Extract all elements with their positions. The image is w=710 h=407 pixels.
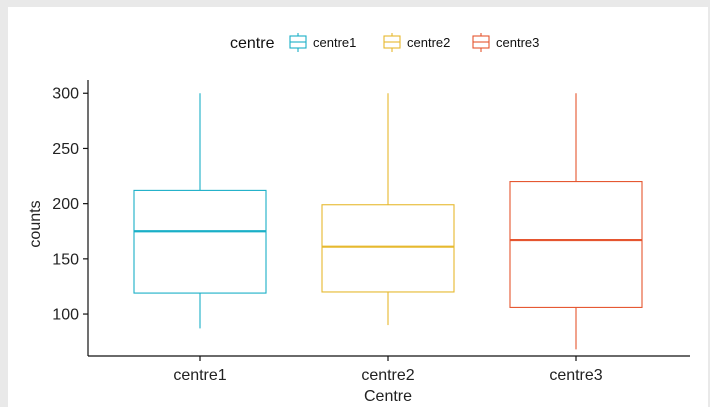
box-centre2 <box>321 93 455 326</box>
x-tick-label: centre1 <box>173 367 226 384</box>
legend-item-centre1: centre1 <box>289 33 356 52</box>
y-tick-label: 200 <box>52 196 79 213</box>
box-centre3 <box>509 93 643 350</box>
legend-label: centre3 <box>496 35 539 50</box>
box-iqr <box>133 189 267 294</box>
boxplot-chart: centre centre1 centre2 centre3 100 150 200 25… <box>27 33 690 405</box>
legend-item-centre3: centre3 <box>472 33 539 52</box>
x-tick-label: centre2 <box>361 367 414 384</box>
legend: centre centre1 centre2 centre3 <box>230 33 539 52</box>
y-tick-label: 300 <box>52 86 79 103</box>
box-centre1 <box>133 93 267 329</box>
legend-label: centre1 <box>313 35 356 50</box>
legend-title: centre <box>230 35 275 52</box>
chart-panel: centre centre1 centre2 centre3 100 150 200 25… <box>8 7 708 407</box>
box-iqr <box>321 204 455 293</box>
x-tick-label: centre3 <box>549 367 602 384</box>
legend-item-centre2: centre2 <box>383 33 450 52</box>
legend-label: centre2 <box>407 35 450 50</box>
axes: 100 150 200 250 300 centre1 centre2 centre3 <box>52 80 690 384</box>
box-iqr <box>509 181 643 308</box>
y-axis-title: counts <box>27 200 44 247</box>
plot-area <box>133 93 643 350</box>
y-tick-label: 100 <box>52 307 79 324</box>
x-axis-title: Centre <box>364 388 412 405</box>
y-tick-label: 250 <box>52 141 79 158</box>
y-tick-label: 150 <box>52 251 79 268</box>
